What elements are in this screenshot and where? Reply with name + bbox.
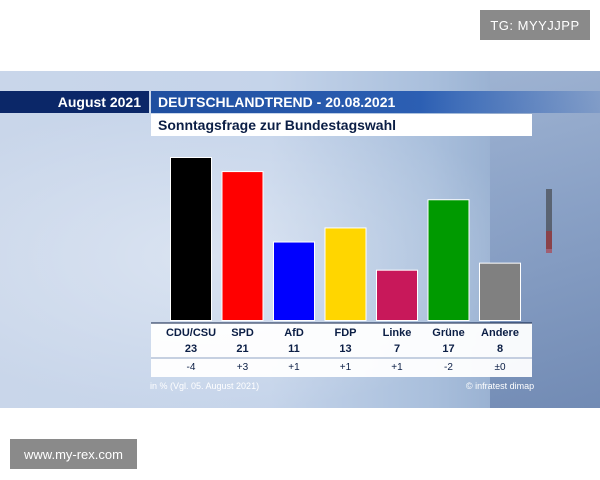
value-label: 13 (339, 343, 351, 355)
page-title: DEUTSCHLANDTREND - 20.08.2021 (151, 91, 600, 113)
value-label: 23 (185, 343, 197, 355)
row-dividers (151, 322, 532, 359)
bar-chart: CDU/CSU SPD AfD FDP Linke Grüne Andere 23 21 11 1… (151, 157, 532, 373)
change-label: -4 (187, 362, 196, 373)
change-label: +1 (288, 362, 300, 373)
bar-5 (428, 200, 469, 320)
watermark-bottom: www.my-rex.com (10, 439, 137, 469)
value-label: 21 (236, 343, 248, 355)
watermark-top: TG: MYYJJPP (480, 10, 590, 40)
value-label: 8 (497, 343, 503, 355)
value-label: 11 (288, 343, 300, 355)
category-label: Linke (383, 327, 412, 339)
footnote: in % (Vgl. 05. August 2021) (150, 381, 260, 391)
category-label: Grüne (432, 327, 464, 339)
category-labels-group: CDU/CSU SPD AfD FDP Linke Grüne Andere (166, 327, 519, 339)
chart-panel: August 2021 DEUTSCHLANDTREND - 20.08.202… (0, 71, 600, 408)
bar-1 (222, 172, 263, 320)
change-label: +1 (391, 362, 403, 373)
change-label: -2 (444, 362, 453, 373)
bars-group (170, 157, 521, 321)
value-labels-group: 23 21 11 13 7 17 8 (185, 343, 503, 355)
source-credit: © infratest dimap (466, 381, 535, 391)
date-label: August 2021 (0, 91, 149, 113)
change-label: +1 (340, 362, 352, 373)
bar-2 (274, 242, 314, 320)
bar-4 (377, 270, 417, 320)
category-label: SPD (231, 327, 254, 339)
change-labels-group: -4 +3 +1 +1 +1 -2 ±0 (187, 362, 506, 373)
category-label: AfD (284, 327, 304, 339)
chart-subtitle: Sonntagsfrage zur Bundestagswahl (151, 114, 532, 136)
category-label: Andere (481, 327, 519, 339)
value-label: 7 (394, 343, 400, 355)
flag-decoration (546, 189, 552, 249)
category-label: CDU/CSU (166, 327, 216, 339)
flag-decoration-red (546, 231, 552, 253)
value-label: 17 (442, 343, 454, 355)
bar-6 (480, 263, 520, 320)
bar-0 (171, 158, 211, 320)
change-label: +3 (237, 362, 249, 373)
change-label: ±0 (494, 362, 505, 373)
results-table-band (151, 323, 532, 377)
category-label: FDP (335, 327, 357, 339)
bar-3 (325, 228, 366, 320)
